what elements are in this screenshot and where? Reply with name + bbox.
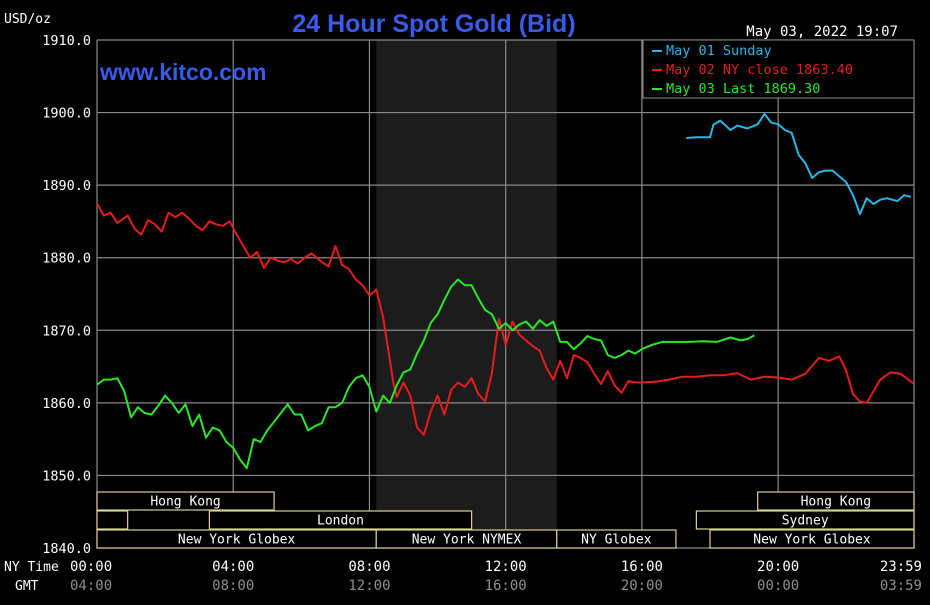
x-tick-label-ny: 12:00 <box>485 559 527 575</box>
watermark: www.kitco.com <box>99 59 267 85</box>
x-tick-label-gmt: 04:00 <box>70 578 112 594</box>
legend-label: May 03 Last 1869.30 <box>666 81 820 97</box>
x-tick-label-gmt: 03:59 <box>880 578 922 594</box>
unit-label: USD/oz <box>4 12 51 27</box>
legend-label: May 01 Sunday <box>666 43 772 59</box>
y-axis: 1910.0 1900.0 1890.0 1880.0 1870.0 1860.0 1850… <box>42 33 91 557</box>
session-label: NY Globex <box>581 533 652 548</box>
session-label: New York Globex <box>753 533 871 548</box>
y-tick-label: 1880.0 <box>42 251 91 267</box>
session-label: New York NYMEX <box>412 533 522 548</box>
x-tick-label-ny: 16:00 <box>621 559 663 575</box>
timestamp: May 03, 2022 19:07 <box>746 24 898 40</box>
ny-trading-hours-shade <box>376 40 557 548</box>
x-tick-label-ny: 23:59 <box>880 559 922 575</box>
x-axis-gmt-label: GMT <box>15 579 39 594</box>
x-tick-label-ny: 04:00 <box>212 559 254 575</box>
chart-title: 24 Hour Spot Gold (Bid) <box>292 10 575 38</box>
x-tick-label-ny: 00:00 <box>70 559 112 575</box>
legend-label: May 02 NY close 1863.40 <box>666 62 853 78</box>
x-tick-label-ny: 20:00 <box>757 559 799 575</box>
session-label: Hong Kong <box>801 495 871 510</box>
session-box <box>96 491 275 511</box>
series-line <box>96 202 915 436</box>
y-tick-label: 1840.0 <box>42 541 91 557</box>
session-box <box>709 529 915 549</box>
x-axis-ny-label: NY Time <box>4 560 59 575</box>
session-label: London <box>317 514 364 529</box>
y-tick-label: 1850.0 <box>42 468 91 484</box>
x-tick-label-gmt: 16:00 <box>485 578 527 594</box>
x-tick-label-gmt: 20:00 <box>621 578 663 594</box>
legend: May 01 Sunday May 02 NY close 1863.40 May … <box>642 39 915 99</box>
x-tick-label-gmt: 12:00 <box>348 578 390 594</box>
series-line <box>96 278 755 470</box>
x-tick-label-gmt: 08:00 <box>212 578 254 594</box>
ny-hours-shade-layer <box>376 40 557 548</box>
session-label: Hong Kong <box>150 495 220 510</box>
x-axis: NY Time GMT 00:00 04:00 04:00 08:00 08:00 12:00… <box>4 559 922 594</box>
y-tick-label: 1910.0 <box>42 33 91 49</box>
session-box <box>96 510 129 530</box>
session-box <box>757 491 915 511</box>
session-label: New York Globex <box>178 533 296 548</box>
y-tick-label: 1900.0 <box>42 106 91 122</box>
session-box <box>556 529 677 549</box>
session-label: Sydney <box>782 514 829 529</box>
series-layer <box>96 113 915 470</box>
session-box <box>208 510 473 530</box>
y-tick-label: 1870.0 <box>42 323 91 339</box>
session-box <box>695 510 915 530</box>
x-tick-label-ny: 08:00 <box>348 559 390 575</box>
y-tick-label: 1890.0 <box>42 178 91 194</box>
legend-box <box>642 39 915 99</box>
series-line <box>686 113 912 216</box>
x-tick-label-gmt: 00:00 <box>757 578 799 594</box>
y-tick-label: 1860.0 <box>42 396 91 412</box>
trading-sessions-layer: Hong Kong Hong Kong London Sydney New York G… <box>96 491 915 549</box>
